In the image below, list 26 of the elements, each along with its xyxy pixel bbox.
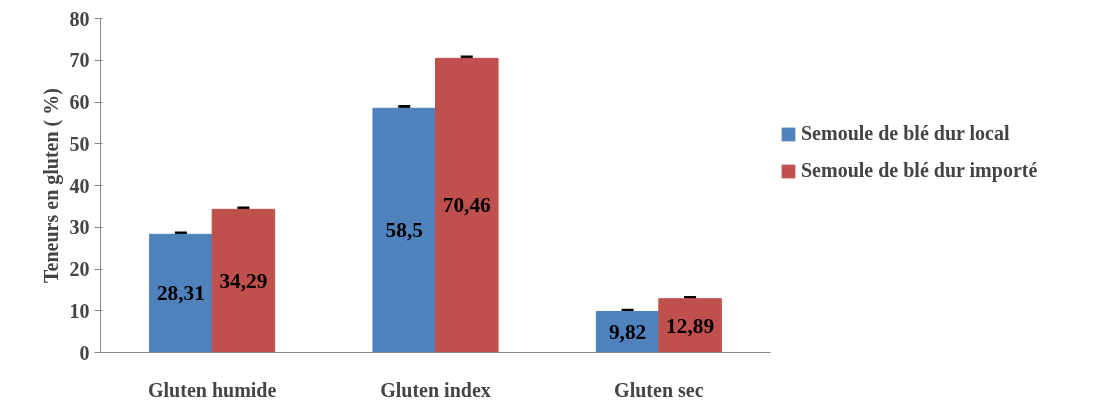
y-tick-label: 30 (69, 216, 90, 239)
bar (435, 57, 499, 353)
x-tick-label: Gluten humide (147, 378, 277, 401)
y-tick-label: 10 (69, 299, 90, 322)
y-tick-label: 20 (69, 258, 90, 280)
legend-label: Semoule de blé dur importé (801, 159, 1038, 182)
data-label: 12,89 (666, 313, 715, 338)
y-tick-label: 0 (79, 341, 90, 364)
data-label: 70,46 (442, 193, 492, 218)
data-label: 34,29 (219, 268, 268, 293)
bar (211, 208, 276, 353)
x-tick-label: Gluten index (380, 378, 491, 401)
y-tick-label: 50 (69, 132, 90, 155)
y-tick-label: 60 (69, 91, 90, 113)
x-tick-label: Gluten sec (614, 378, 704, 401)
data-label: 9,82 (608, 320, 647, 344)
data-label: 28,31 (156, 281, 205, 306)
legend-label: Semoule de blé dur local (801, 122, 1010, 145)
y-axis-title: Teneurs en gluten ( %) (39, 88, 63, 283)
y-tick-label: 40 (69, 174, 90, 197)
bar (658, 298, 722, 353)
bar (149, 233, 213, 353)
bar (372, 107, 436, 353)
data-label: 58,5 (385, 218, 423, 243)
y-tick-label: 70 (69, 49, 90, 72)
y-tick-label: 80 (69, 7, 90, 30)
